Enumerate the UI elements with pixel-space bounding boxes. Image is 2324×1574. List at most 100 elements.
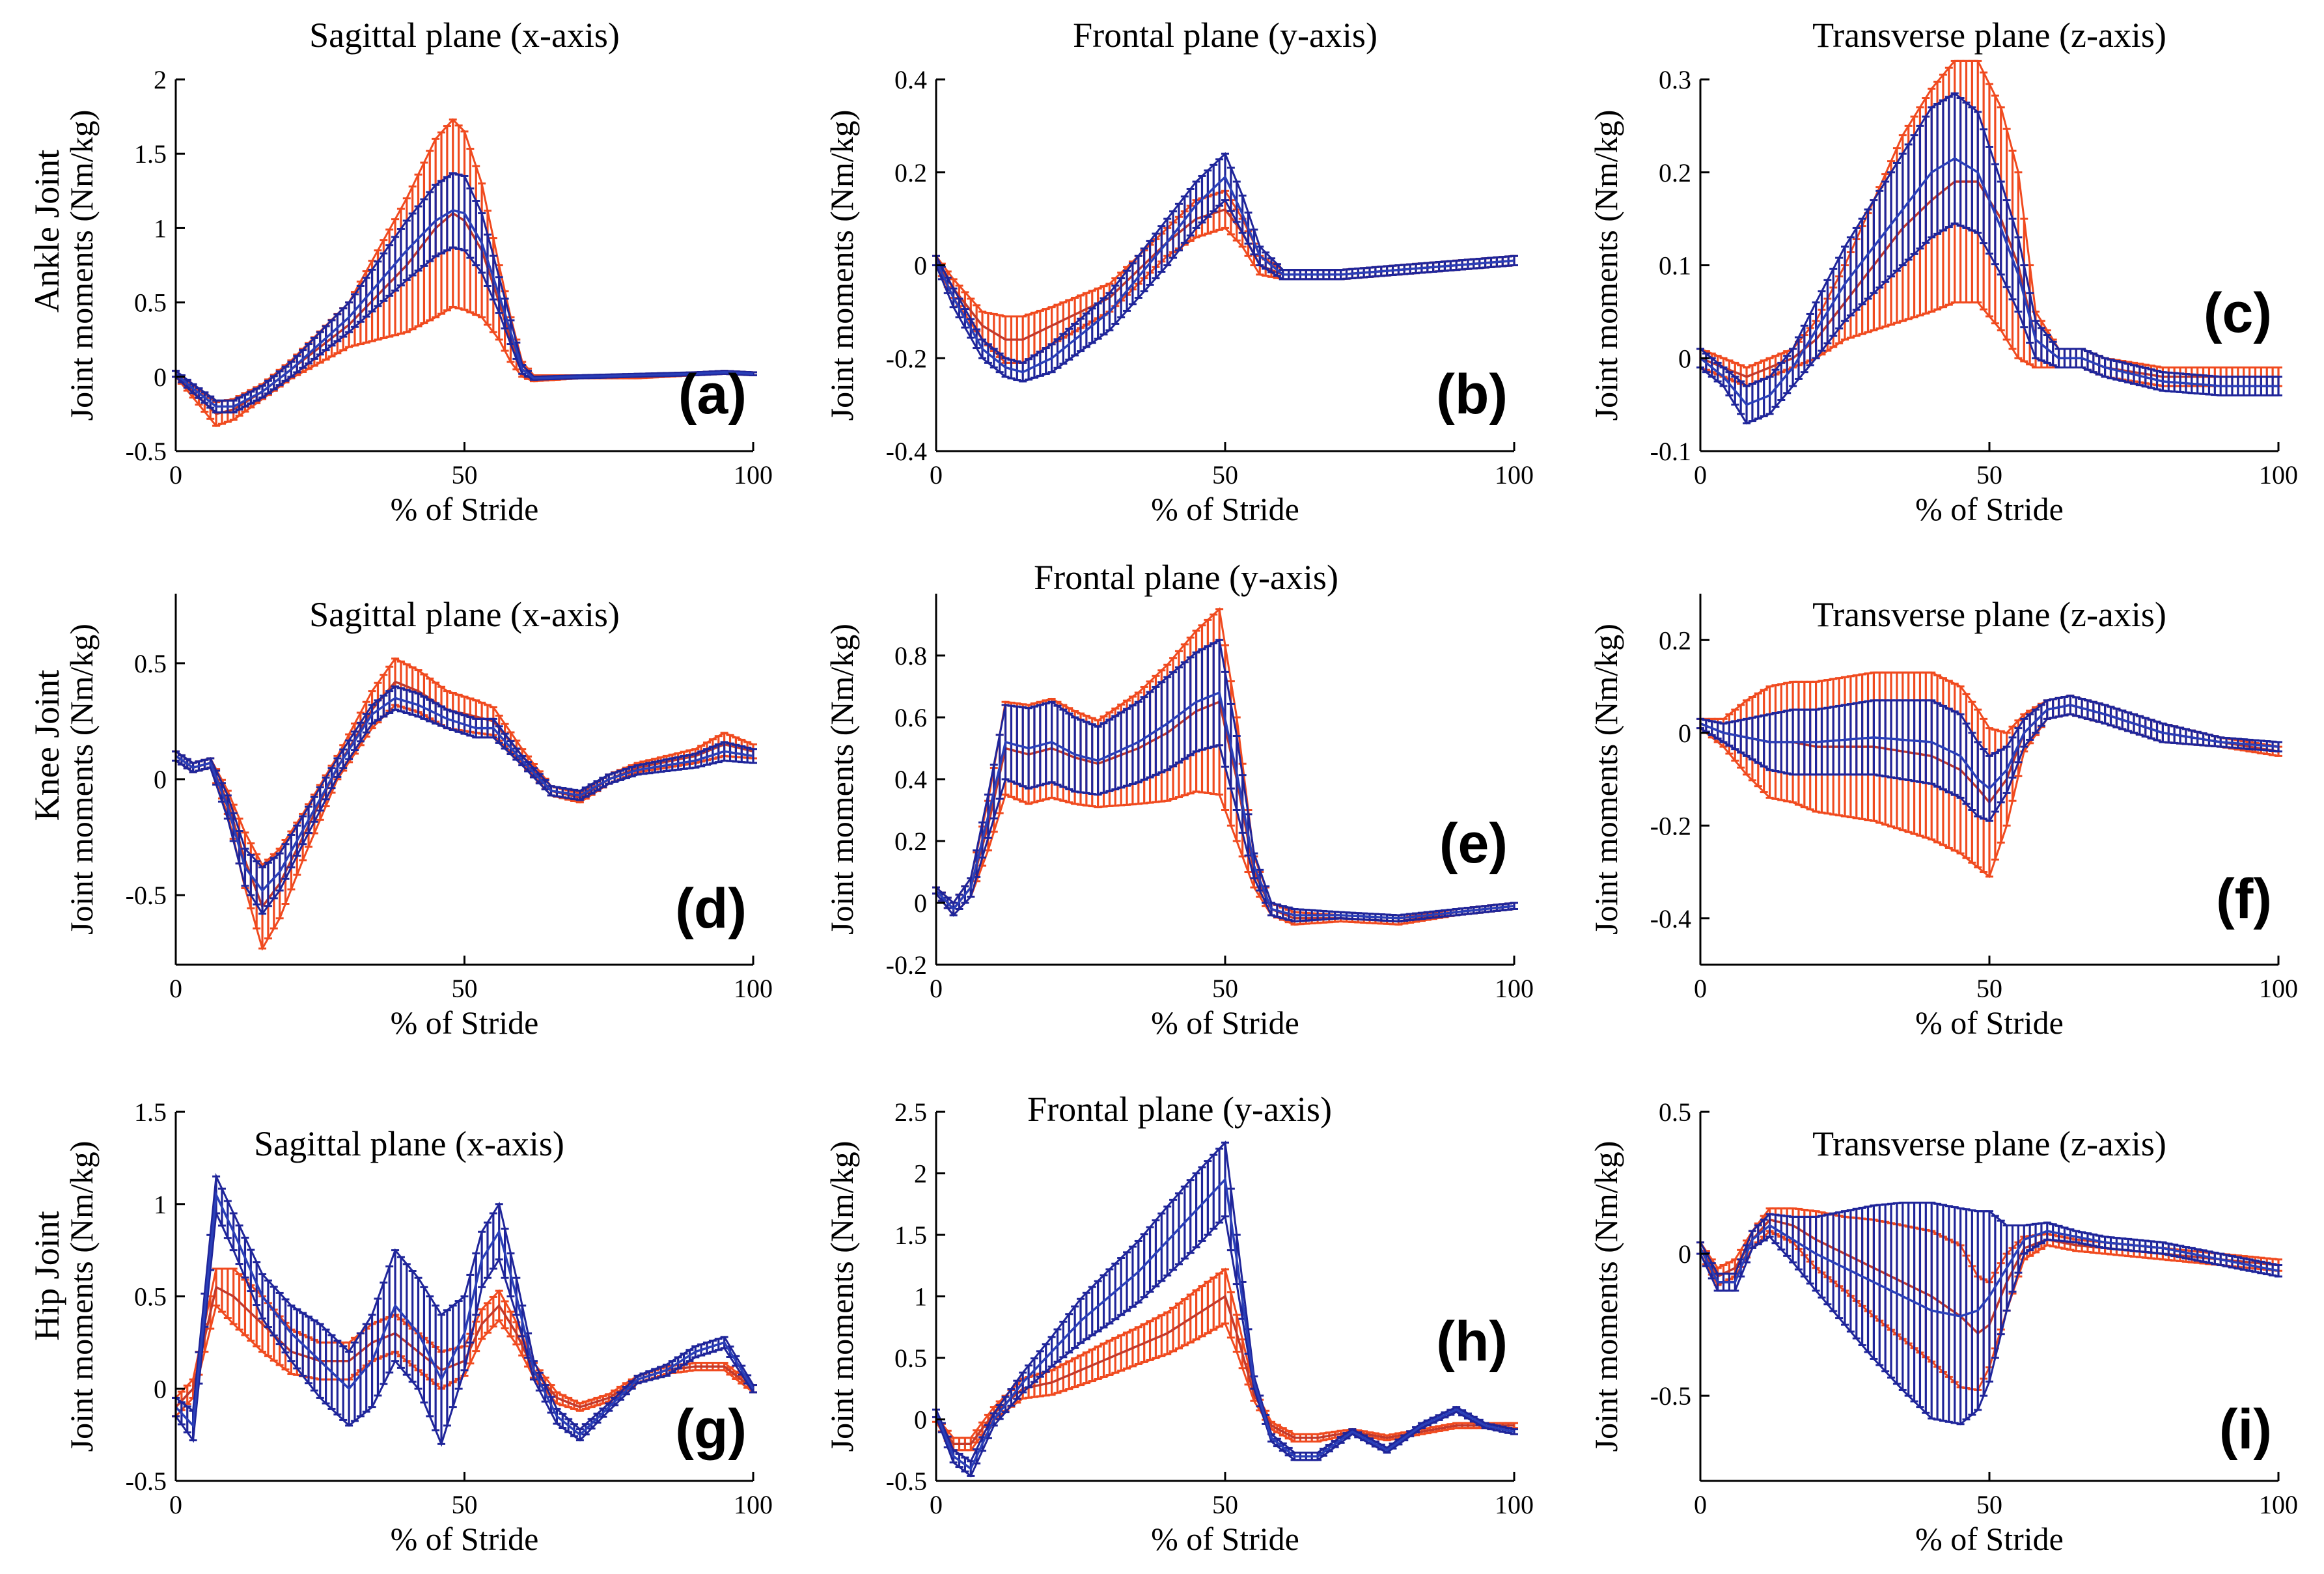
x-tick-label: 50 xyxy=(1212,974,1238,1003)
x-tick-label: 50 xyxy=(1212,460,1238,490)
row-label-0: Ankle Joint xyxy=(27,150,66,313)
y-tick-label: 0.2 xyxy=(894,827,927,856)
x-tick-label: 100 xyxy=(1495,974,1534,1003)
x-tick-label: 0 xyxy=(1694,460,1707,490)
y-axis-label: Joint moments (Nm/kg) xyxy=(1588,624,1624,935)
x-tick-label: 0 xyxy=(930,974,943,1003)
y-axis-label: Joint moments (Nm/kg) xyxy=(63,624,100,935)
series-red-b xyxy=(932,189,1518,364)
y-axis-label: Joint moments (Nm/kg) xyxy=(63,110,100,421)
x-axis-label: % of Stride xyxy=(391,491,539,527)
upper-envelope xyxy=(175,657,754,867)
mean-line-blue xyxy=(174,1191,754,1437)
y-tick-label: 0.8 xyxy=(894,641,927,670)
chart-title: Frontal plane (y-axis) xyxy=(1034,558,1338,597)
panel-label: (a) xyxy=(678,363,747,426)
lower-envelope xyxy=(935,743,1515,923)
series-blue-g xyxy=(172,1172,757,1447)
y-tick-label: 0 xyxy=(914,251,927,281)
y-tick-label: 0 xyxy=(154,765,167,794)
x-tick-label: 0 xyxy=(169,1490,182,1519)
x-axis-label: % of Stride xyxy=(391,1004,539,1041)
chart-title: Sagittal plane (x-axis) xyxy=(309,595,620,634)
y-axis-label: Joint moments (Nm/kg) xyxy=(823,110,860,421)
upper-envelope xyxy=(1700,92,2278,387)
y-tick-label: -0.5 xyxy=(126,1467,167,1496)
series-blue-a xyxy=(172,172,757,414)
panel-label: (g) xyxy=(675,1398,747,1461)
y-tick-label: 0.2 xyxy=(894,158,927,187)
lower-envelope xyxy=(935,1321,1514,1452)
lower-envelope xyxy=(935,790,1515,926)
y-tick-label: 1 xyxy=(154,1190,167,1219)
series-blue-b xyxy=(932,152,1518,383)
x-tick-label: 0 xyxy=(930,460,943,490)
upper-envelope xyxy=(175,1172,754,1431)
mean-line-red xyxy=(175,680,754,909)
x-axis-label: % of Stride xyxy=(1151,491,1299,527)
lower-envelope xyxy=(1700,713,2279,822)
lower-envelope xyxy=(1700,222,2278,425)
mean-line-blue xyxy=(935,174,1515,374)
x-tick-label: 0 xyxy=(169,974,182,1003)
x-tick-label: 100 xyxy=(1495,460,1534,490)
series-blue-d xyxy=(172,685,757,916)
x-tick-label: 50 xyxy=(452,974,478,1003)
lower-envelope xyxy=(1700,301,2278,387)
y-tick-label: 1.5 xyxy=(134,1098,167,1127)
upper-envelope xyxy=(175,172,754,402)
x-axis-label: % of Stride xyxy=(1915,491,2064,527)
panel-label: (c) xyxy=(2204,282,2272,344)
y-tick-label: 0.2 xyxy=(1659,158,1691,187)
x-tick-label: 0 xyxy=(169,460,182,490)
mean-line-blue xyxy=(1699,157,2278,406)
y-axis-label: Joint moments (Nm/kg) xyxy=(63,1141,100,1452)
panel-label: (f) xyxy=(2216,868,2272,930)
y-tick-label: 0.4 xyxy=(894,765,927,794)
chart-title: Transverse plane (z-axis) xyxy=(1812,16,2166,55)
x-tick-label: 50 xyxy=(452,460,478,490)
upper-envelope xyxy=(935,152,1515,365)
y-tick-label: 0 xyxy=(1678,719,1691,748)
y-tick-label: 0 xyxy=(1678,344,1691,373)
row-label-1: Knee Joint xyxy=(27,670,66,821)
panel-f: 0 50 100 -0.4 -0.2 0 0.2 % of Stride Joint momen… xyxy=(1588,594,2298,1041)
y-tick-label: 0 xyxy=(154,1374,167,1403)
lower-envelope xyxy=(174,1209,754,1447)
y-tick-label: 0 xyxy=(914,889,927,918)
y-tick-label: 0.2 xyxy=(1659,626,1691,655)
panel-label: (d) xyxy=(675,877,747,940)
y-tick-label: 0.5 xyxy=(134,288,167,318)
mean-line-blue xyxy=(935,691,1515,920)
y-axis-label: Joint moments (Nm/kg) xyxy=(823,624,860,935)
panel-label: (b) xyxy=(1436,363,1508,426)
upper-envelope xyxy=(1700,59,2278,369)
mean-line-blue xyxy=(174,209,754,408)
chart-title: Frontal plane (y-axis) xyxy=(1073,16,1377,55)
mean-line-blue xyxy=(175,697,754,892)
upper-envelope xyxy=(175,685,754,869)
y-tick-label: 0.3 xyxy=(1659,65,1691,94)
x-axis-label: % of Stride xyxy=(391,1521,539,1557)
panel-e: 0 50 100-0.200.20.40.60.8% of StrideJoint … xyxy=(823,558,1534,1041)
series-red-a xyxy=(172,118,757,427)
y-tick-label: 1 xyxy=(154,214,167,243)
series-blue-e xyxy=(932,639,1518,923)
x-axis-label: % of Stride xyxy=(1151,1004,1299,1041)
y-tick-label: 2 xyxy=(154,65,167,94)
lower-envelope xyxy=(935,199,1515,383)
row-label-2: Hip Joint xyxy=(27,1211,66,1341)
chart-title: Transverse plane (z-axis) xyxy=(1812,595,2166,634)
x-tick-label: 100 xyxy=(2259,974,2298,1003)
y-tick-label: 0.5 xyxy=(134,649,167,678)
y-tick-label: -0.4 xyxy=(1650,904,1691,933)
y-tick-label: -0.5 xyxy=(126,437,167,466)
lower-envelope xyxy=(174,305,754,427)
y-tick-label: -0.5 xyxy=(126,881,167,910)
panel-label: (e) xyxy=(1439,812,1508,875)
x-tick-label: 100 xyxy=(734,974,773,1003)
